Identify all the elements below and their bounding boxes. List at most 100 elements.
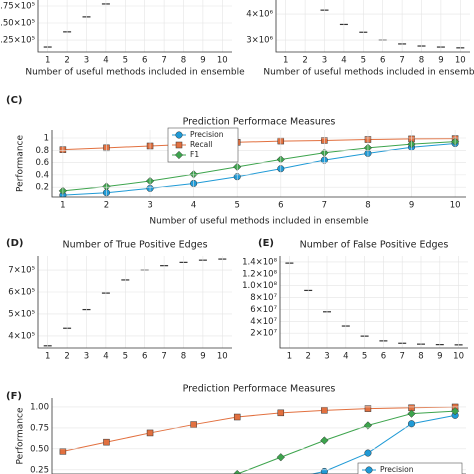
x-tick-label: 1 (45, 352, 50, 362)
x-tick-label: 7 (399, 352, 404, 362)
panel-label: (F) (6, 391, 22, 402)
x-tick-label: 9 (438, 56, 443, 66)
plot-area (58, 135, 460, 197)
x-tick-label: 10 (217, 352, 228, 362)
x-tick-label: 3 (147, 201, 152, 211)
x-tick-label: 1 (45, 56, 50, 66)
x-tick-label: 7 (161, 352, 166, 362)
x-tick-label: 8 (181, 352, 186, 362)
x-axis-label: Number of useful methods included in ens… (149, 217, 369, 227)
legend-label: Precision (190, 130, 224, 139)
x-tick-label: 6 (381, 352, 386, 362)
y-tick-label: 6.25×10⁵ (0, 36, 35, 46)
y-axis-label: Performance (16, 135, 26, 192)
y-tick-label: 3×10⁶ (246, 36, 273, 46)
x-tick-label: 5 (123, 56, 128, 66)
marker (59, 448, 67, 455)
x-tick-label: 5 (123, 352, 128, 362)
x-tick-label: 7 (322, 201, 327, 211)
x-tick-label: 7 (399, 56, 404, 66)
x-tick-label: 9 (200, 352, 205, 362)
y-tick-label: 1.4×10⁸ (242, 257, 277, 267)
y-tick-label: 0.2 (35, 183, 49, 193)
panel-label: (E) (258, 238, 274, 249)
x-tick-label: 6 (278, 201, 283, 211)
series-line (62, 141, 456, 192)
panel-label: (D) (6, 238, 23, 249)
x-tick-label: 10 (453, 352, 464, 362)
y-tick-label: 1 (44, 133, 49, 143)
x-tick-label: 2 (104, 201, 109, 211)
marker (146, 429, 154, 437)
y-tick-label: 1.00 (30, 402, 49, 412)
marker (320, 467, 328, 474)
legend-label: F1 (190, 150, 199, 159)
plot-area (285, 262, 463, 346)
marker (277, 409, 285, 417)
x-axis-label: Number of useful methods included in ens… (25, 68, 245, 78)
chart-title: Prediction Performace Measures (183, 117, 336, 128)
y-tick-label: 1.2×10⁸ (242, 269, 277, 279)
y-tick-label: 5×10⁵ (8, 309, 35, 319)
y-tick-label: 0.75 (30, 423, 49, 433)
x-tick-label: 3 (322, 56, 327, 66)
x-tick-label: 10 (217, 56, 228, 66)
series-line (62, 406, 456, 452)
x-tick-label: 2 (302, 56, 307, 66)
x-tick-label: 9 (409, 201, 414, 211)
chart-title: Prediction Performace Measures (183, 384, 336, 395)
y-tick-label: 0.4 (35, 170, 49, 180)
x-tick-label: 1 (283, 56, 288, 66)
marker (407, 409, 416, 418)
chart-title: Number of True Positive Edges (62, 240, 207, 251)
marker (321, 407, 328, 414)
x-tick-label: 4 (343, 352, 348, 362)
x-tick-label: 5 (361, 56, 366, 66)
marker (190, 421, 197, 428)
x-tick-label: 6 (142, 352, 147, 362)
marker (320, 436, 329, 445)
marker (364, 449, 372, 457)
x-tick-label: 2 (305, 352, 310, 362)
x-tick-label: 2 (64, 56, 69, 66)
y-tick-label: 0.6 (35, 158, 49, 168)
y-tick-label: 6.75×10⁵ (0, 1, 35, 11)
x-axis-label: Number of useful methods included in ens… (263, 68, 474, 78)
x-tick-label: 4 (103, 352, 108, 362)
axis-line (51, 130, 466, 198)
series-line (62, 138, 456, 151)
axis-line (279, 256, 468, 349)
marker (103, 438, 110, 446)
x-tick-label: 6 (142, 56, 147, 66)
legend-label: Recall (190, 140, 212, 149)
marker (175, 131, 183, 139)
legend-label: Precision (380, 465, 414, 474)
chart-title: Number of False Positive Edges (300, 240, 449, 251)
y-axis-label: Performance (16, 407, 26, 464)
x-tick-label: 10 (450, 201, 461, 211)
marker (233, 413, 241, 421)
x-tick-label: 3 (84, 56, 89, 66)
x-tick-label: 7 (161, 56, 166, 66)
y-tick-label: 1.0×10⁸ (242, 281, 277, 291)
y-tick-label: 6×10⁷ (250, 305, 277, 315)
x-tick-label: 9 (200, 56, 205, 66)
x-tick-label: 8 (181, 56, 186, 66)
y-tick-label: 6×10⁵ (8, 288, 35, 298)
x-tick-label: 9 (437, 352, 442, 362)
y-tick-label: 7×10⁵ (8, 266, 35, 276)
marker (365, 466, 373, 474)
x-tick-label: 6 (380, 56, 385, 66)
x-tick-label: 4 (341, 56, 346, 66)
y-tick-label: 4×10⁶ (246, 10, 273, 20)
legend-box (357, 462, 463, 474)
y-tick-label: 8×10⁷ (250, 293, 277, 303)
x-tick-label: 8 (418, 352, 423, 362)
x-tick-label: 2 (64, 352, 69, 362)
marker (450, 407, 460, 416)
marker (174, 150, 184, 160)
y-tick-label: 6.50×10⁵ (0, 19, 35, 29)
marker (364, 405, 372, 412)
